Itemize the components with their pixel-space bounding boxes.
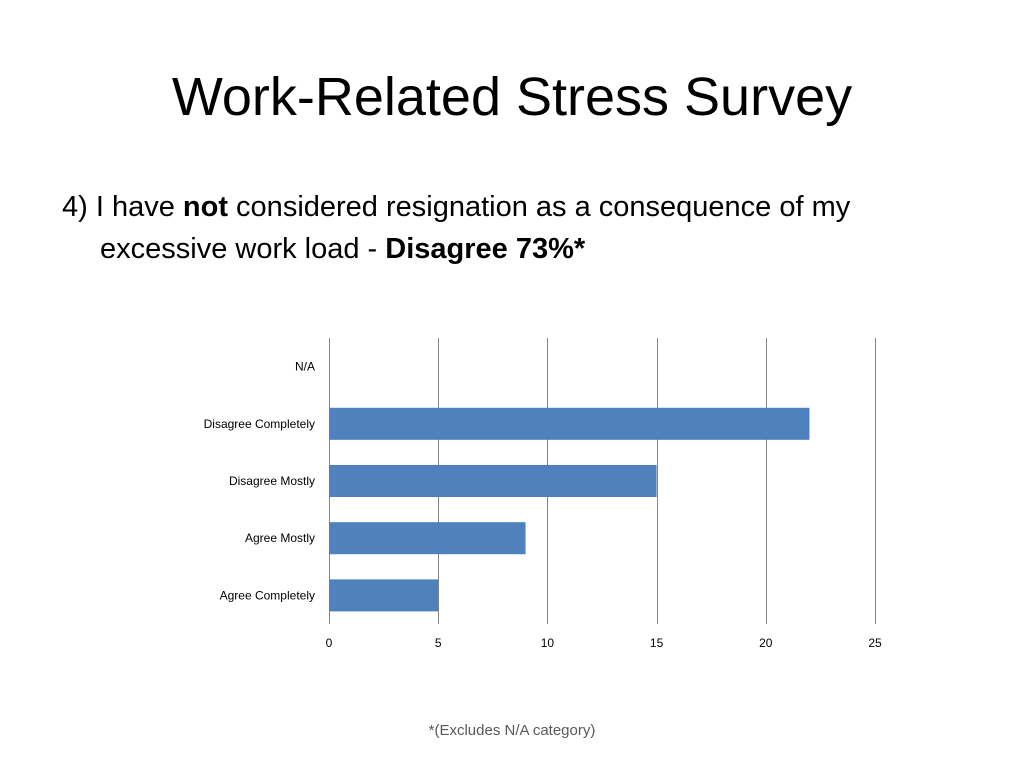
category-label: Agree Completely	[220, 588, 315, 602]
question-text: 4) I have not considered resignation as …	[62, 186, 980, 270]
question-prefix: 4) I have	[62, 191, 183, 223]
question-middle: considered resignation as a consequence …	[100, 191, 851, 265]
bar-disagree-completely	[329, 407, 810, 440]
category-label: Disagree Mostly	[229, 474, 315, 488]
slide-title: Work-Related Stress Survey	[171, 67, 853, 127]
x-tick-label: 15	[650, 636, 664, 650]
bar-agree-completely	[329, 579, 439, 612]
x-tick-label: 0	[326, 636, 333, 650]
x-tick-label: 20	[759, 636, 773, 650]
chart-bars	[329, 407, 810, 612]
bar-agree-mostly	[329, 522, 526, 555]
category-label: N/A	[295, 360, 315, 374]
chart-category-labels: N/A Disagree Completely Disagree Mostly Agr…	[204, 360, 315, 603]
footnote: *(Excludes N/A category)	[428, 722, 596, 739]
x-tick-label: 25	[868, 636, 882, 650]
chart-tick-labels: 0 5 10 15 20 25	[326, 636, 882, 650]
category-label: Disagree Completely	[204, 417, 315, 431]
x-tick-label: 10	[541, 636, 555, 650]
question-answer: Disagree 73%*	[385, 233, 586, 265]
question-emphasis: not	[182, 191, 228, 223]
category-label: Agree Mostly	[245, 531, 315, 545]
bar-disagree-mostly	[329, 464, 657, 498]
x-tick-label: 5	[435, 636, 442, 650]
